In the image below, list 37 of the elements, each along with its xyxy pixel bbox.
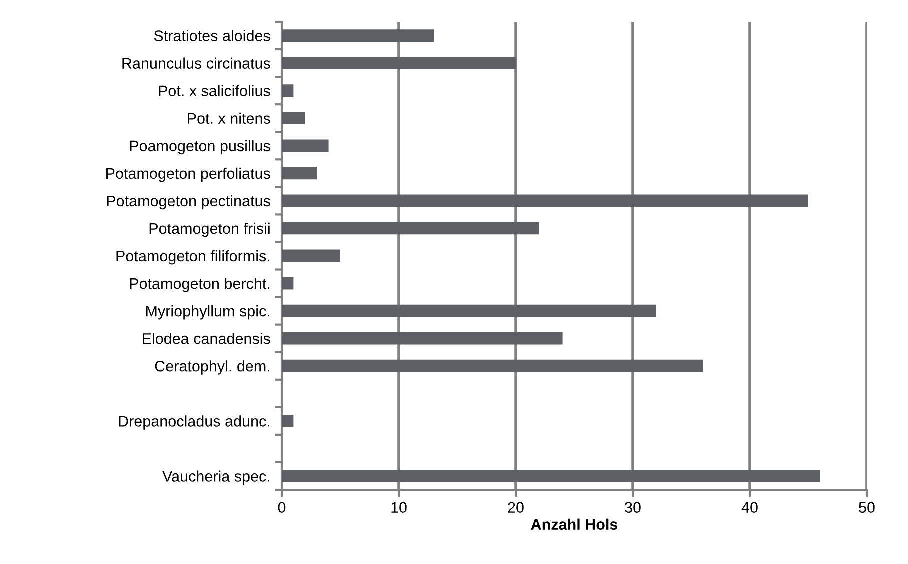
y-tick-label: Pot. x salicifolius <box>159 85 270 97</box>
x-axis-title: Anzahl Hols <box>531 518 618 530</box>
y-tick-label: Drepanocladus adunc. <box>119 416 270 430</box>
y-tick-label: Ceratophyl. dem. <box>155 360 270 375</box>
bar <box>282 304 656 318</box>
bar <box>282 84 294 98</box>
x-tick-label: 20 <box>508 502 524 514</box>
bar <box>282 112 306 125</box>
bar <box>282 140 329 152</box>
bar <box>282 470 820 482</box>
bar <box>282 167 318 180</box>
x-tick-label: 10 <box>392 502 407 514</box>
y-tick-label: Ranunculus circinatus <box>122 58 270 69</box>
bar <box>282 250 340 262</box>
y-tick-label: Myriophyllum spic. <box>146 306 270 320</box>
y-tick-label: Poamogeton pusillus <box>130 140 270 155</box>
y-tick-label: Vaucheria spec. <box>162 470 270 485</box>
y-tick-label: Potamogeton frisii <box>150 222 270 238</box>
bar <box>282 414 294 428</box>
bar <box>282 277 294 290</box>
y-tick-label: Pot. x nitens <box>188 112 270 124</box>
bar <box>282 30 434 42</box>
y-tick-label: Potamogeton bercht. <box>130 278 270 292</box>
y-tick-label: Potamogeton filiformis. <box>116 250 270 265</box>
x-tick-label: 30 <box>625 502 641 514</box>
y-tick-label: Elodea canadensis <box>143 333 270 344</box>
bar <box>282 360 704 372</box>
x-tick-label: 0 <box>278 502 286 514</box>
x-tick-label: 50 <box>859 502 875 514</box>
y-tick-label: Stratiotes aloides <box>154 30 270 42</box>
bar <box>282 194 808 208</box>
bar <box>282 222 540 235</box>
y-tick-label: Potamogeton perfoliatus <box>106 168 270 182</box>
bar <box>282 332 563 345</box>
x-tick-label: 40 <box>742 502 758 514</box>
bar <box>282 57 516 70</box>
y-tick-label: Potamogeton pectinatus <box>107 195 270 210</box>
